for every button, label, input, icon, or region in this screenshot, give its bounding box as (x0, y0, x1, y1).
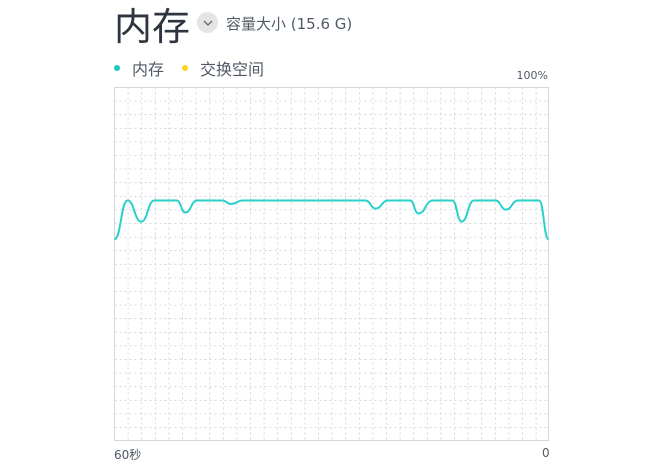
swap-legend-label: 交换空间 (200, 60, 265, 79)
swap-legend-dot (182, 65, 189, 71)
memory-legend-label: 内存 (132, 60, 165, 79)
chart-frame (114, 87, 549, 441)
memory-usage-line (113, 199, 550, 241)
memory-legend-dot (114, 65, 120, 71)
y-max-label: 100% (516, 69, 548, 82)
chevron-down-icon (203, 20, 212, 26)
legend: 内存 交换空间 (114, 56, 282, 80)
x-start-label: 60秒 (114, 448, 142, 462)
x-end-label: 0 (542, 446, 550, 460)
capacity-label: 容量大小 (15.6 G) (226, 15, 353, 33)
page-title: 内存 (114, 5, 191, 49)
capacity-dropdown-button[interactable] (197, 12, 218, 33)
